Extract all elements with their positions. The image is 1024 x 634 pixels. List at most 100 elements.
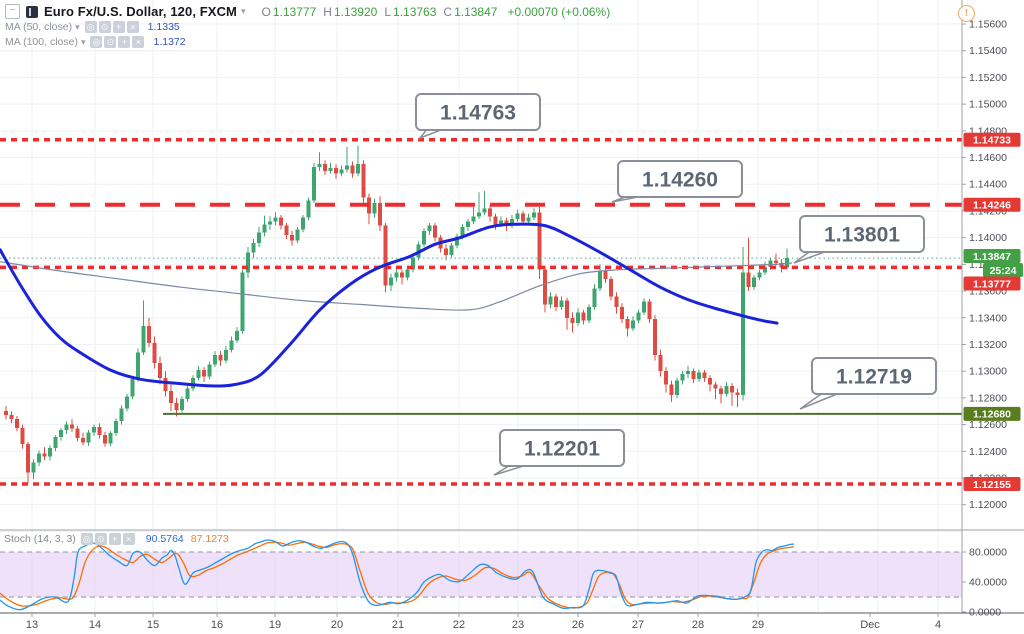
- ma50-caret-icon[interactable]: ▾: [75, 21, 80, 32]
- candle-body: [719, 388, 723, 394]
- price-tick-label: 1.13000: [969, 366, 1007, 378]
- price-tick-label: 1.14600: [969, 152, 1007, 164]
- price-callout-text: 1.14260: [642, 169, 718, 192]
- date-label[interactable]: 20: [331, 619, 343, 631]
- price-tick-label: 1.14000: [969, 232, 1007, 244]
- date-label[interactable]: 28: [692, 619, 704, 631]
- ma100-caret-icon[interactable]: ▾: [80, 36, 86, 47]
- candle-body: [680, 373, 685, 381]
- candle-body: [284, 225, 289, 235]
- date-label[interactable]: Dec: [860, 619, 880, 631]
- candle-body: [697, 372, 701, 380]
- candle-body: [108, 433, 113, 444]
- alert-icon[interactable]: !: [958, 5, 975, 22]
- date-label[interactable]: 21: [392, 619, 404, 631]
- tag-1.14246: [963, 197, 1021, 212]
- candle-body: [37, 453, 41, 463]
- date-label[interactable]: 29: [752, 619, 764, 631]
- candle-body: [763, 267, 767, 273]
- close-icon[interactable]: ×: [132, 36, 145, 48]
- eye-icon[interactable]: ◎: [90, 36, 103, 48]
- candle-body: [521, 213, 525, 222]
- candle-body: [647, 301, 652, 320]
- price-callout[interactable]: [499, 429, 625, 467]
- price-callout[interactable]: [415, 93, 541, 131]
- time-axis-panel[interactable]: [0, 614, 1024, 634]
- symbol-title: Euro Fx/U.S. Dollar, 120, FXCM: [44, 4, 237, 19]
- ma50-controls: ◎ ⊙ + ×: [84, 21, 139, 33]
- eye-icon[interactable]: ◎: [80, 533, 93, 545]
- price-callout[interactable]: [617, 160, 743, 198]
- price-tick-label: 1.12800: [969, 392, 1007, 404]
- candle-body: [64, 424, 69, 430]
- settings-icon[interactable]: ⊙: [94, 533, 107, 545]
- add-icon[interactable]: +: [112, 21, 125, 33]
- candlestick-style-icon[interactable]: [26, 5, 38, 18]
- date-label[interactable]: 4: [935, 619, 941, 631]
- date-label[interactable]: 13: [26, 619, 38, 631]
- price-tick-label: 1.15600: [969, 19, 1007, 31]
- price-callout[interactable]: [799, 215, 925, 253]
- settings-icon[interactable]: ⊙: [104, 36, 117, 48]
- candle-body: [70, 424, 74, 429]
- candle-body: [405, 269, 410, 278]
- candle-body: [48, 447, 52, 457]
- settings-icon[interactable]: ⊙: [98, 21, 111, 33]
- add-icon[interactable]: +: [108, 533, 121, 545]
- candle-body: [323, 164, 327, 171]
- collapse-pane-button[interactable]: −: [5, 4, 20, 19]
- price-callout[interactable]: [811, 357, 937, 395]
- date-label[interactable]: 27: [632, 619, 644, 631]
- close-icon[interactable]: ×: [126, 21, 139, 33]
- tag-1.13777: [963, 276, 1021, 291]
- candle-body: [301, 217, 305, 230]
- candle-body: [312, 166, 316, 201]
- price-tick-label: 1.15400: [969, 45, 1007, 57]
- high-value: 1.13920: [333, 4, 378, 19]
- candle-body: [356, 164, 360, 174]
- candle-body: [708, 377, 712, 385]
- date-label[interactable]: 23: [512, 619, 524, 631]
- candle-body: [119, 408, 124, 422]
- candle-body: [713, 384, 718, 389]
- symbol-dropdown-caret-icon[interactable]: ▾: [241, 6, 246, 16]
- candle-body: [620, 307, 624, 320]
- add-icon[interactable]: +: [118, 36, 131, 48]
- tag-1.12680-text: 1.12680: [973, 409, 1011, 421]
- candle-body: [59, 429, 63, 438]
- date-label[interactable]: 22: [453, 619, 465, 631]
- candle-body: [598, 271, 602, 289]
- candle-body: [246, 252, 250, 273]
- date-label[interactable]: 15: [147, 619, 159, 631]
- candle-body: [691, 371, 696, 380]
- candle-body: [334, 168, 338, 174]
- candle-body: [218, 355, 223, 361]
- tag-1.12155: [963, 476, 1021, 491]
- candle-body: [279, 217, 283, 226]
- candle-body: [180, 399, 184, 410]
- candle-body: [537, 212, 542, 270]
- candle-body: [444, 248, 448, 256]
- date-label[interactable]: 16: [211, 619, 223, 631]
- stoch-controls: ◎ ⊙ + ×: [80, 533, 135, 545]
- candle-body: [130, 379, 135, 397]
- ma50-value: 1.1335: [147, 21, 180, 33]
- price-axis-panel[interactable]: [962, 0, 1024, 634]
- candle-body: [664, 371, 668, 385]
- stoch-k-value: 90.5764: [145, 533, 184, 545]
- candle-body: [361, 164, 366, 198]
- date-label[interactable]: 14: [89, 619, 101, 631]
- candle-body: [603, 271, 608, 280]
- date-label[interactable]: 26: [572, 619, 584, 631]
- candle-body: [125, 396, 129, 409]
- candle-body: [141, 325, 146, 353]
- candle-body: [224, 349, 228, 361]
- close-icon[interactable]: ×: [122, 533, 135, 545]
- candle-body: [147, 325, 151, 344]
- candle-body: [702, 372, 707, 378]
- stoch-d-value: 87.1273: [190, 533, 229, 545]
- eye-icon[interactable]: ◎: [84, 21, 97, 33]
- date-label[interactable]: 19: [269, 619, 281, 631]
